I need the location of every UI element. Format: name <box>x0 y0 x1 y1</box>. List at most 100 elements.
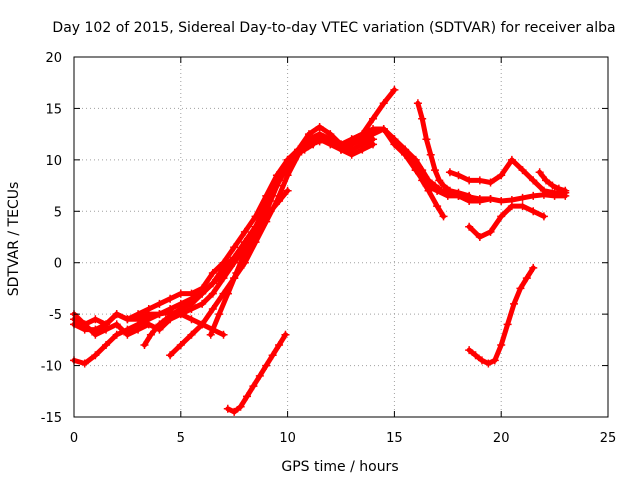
data-point <box>529 263 538 272</box>
data-point <box>155 320 164 329</box>
data-point <box>433 202 442 211</box>
data-point <box>465 346 474 355</box>
plot-frame <box>73 56 609 418</box>
data-point <box>230 407 239 416</box>
data-point <box>91 351 100 360</box>
data-point <box>255 371 264 380</box>
data-point <box>315 122 324 131</box>
data-point <box>484 359 493 368</box>
data-point <box>168 310 177 319</box>
data-point <box>542 176 551 185</box>
data-point <box>176 305 185 313</box>
data-point <box>223 289 232 298</box>
data-point <box>539 186 548 195</box>
data-point <box>112 330 121 339</box>
data-point <box>465 191 474 200</box>
data-point <box>401 150 410 159</box>
data-point <box>518 166 527 175</box>
data-point <box>166 351 175 360</box>
data-point <box>497 171 506 180</box>
data-point <box>535 168 544 177</box>
grid-lines <box>74 57 608 417</box>
data-point <box>550 188 559 197</box>
data-point <box>187 299 196 308</box>
data-point <box>144 315 153 324</box>
data-point <box>539 212 548 221</box>
data-point <box>123 325 132 334</box>
data-point <box>424 186 433 195</box>
data-point <box>475 233 484 241</box>
data-point <box>275 341 284 349</box>
data-point <box>249 382 258 391</box>
data-point <box>255 222 264 231</box>
data-point <box>454 171 463 180</box>
data-point <box>208 269 217 277</box>
data-point <box>518 202 527 211</box>
data-point <box>166 294 175 303</box>
data-point <box>522 274 531 283</box>
data-point <box>112 310 121 319</box>
data-point <box>347 135 356 144</box>
data-point <box>486 178 495 187</box>
data-point <box>486 227 495 236</box>
data-point <box>208 279 217 288</box>
data-point <box>390 135 399 144</box>
data-point <box>497 341 506 349</box>
data-point <box>475 176 484 185</box>
series-trace-16 <box>465 263 538 368</box>
y-tick-label: 5 <box>54 205 62 220</box>
data-point <box>300 145 309 154</box>
data-point <box>418 176 427 185</box>
data-point <box>268 351 277 360</box>
y-tick-label: 10 <box>45 154 62 169</box>
series-line <box>466 203 547 240</box>
data-point <box>134 320 143 329</box>
data-point <box>262 207 271 216</box>
data-point <box>369 125 378 133</box>
data-point <box>465 176 474 185</box>
data-point <box>208 305 217 313</box>
data-point <box>176 341 185 349</box>
data-point <box>379 125 388 133</box>
data-point <box>281 330 290 339</box>
data-point <box>507 202 516 211</box>
data-point <box>486 194 495 203</box>
data-point <box>315 130 324 139</box>
data-point <box>292 150 301 159</box>
series-line <box>142 124 376 348</box>
data-point <box>230 274 239 283</box>
series-trace-13 <box>445 155 570 197</box>
data-point <box>219 330 228 339</box>
series-line <box>415 100 472 199</box>
data-point <box>198 289 207 298</box>
data-point <box>187 315 196 324</box>
tick-marks <box>73 56 609 418</box>
x-tick-label: 0 <box>70 431 78 446</box>
data-point <box>309 140 318 149</box>
data-point <box>490 356 499 365</box>
data-point <box>422 135 431 144</box>
data-point <box>439 181 448 190</box>
series-trace-10 <box>379 125 570 205</box>
data-point <box>475 194 484 203</box>
data-point <box>304 135 313 144</box>
data-point <box>439 212 448 221</box>
data-point <box>497 197 506 205</box>
data-point <box>112 320 121 329</box>
x-tick-label: 20 <box>493 431 510 446</box>
data-point <box>529 176 538 185</box>
data-point <box>283 186 292 195</box>
y-tick-label: -15 <box>41 411 62 426</box>
data-point <box>219 269 228 277</box>
x-tick-label: 25 <box>600 431 617 446</box>
chart-title: Day 102 of 2015, Sidereal Day-to-day VTE… <box>52 20 615 36</box>
data-point <box>510 299 519 308</box>
data-point <box>155 310 164 319</box>
data-point <box>411 161 420 169</box>
data-point <box>249 238 258 247</box>
data-point <box>155 299 164 308</box>
x-tick-label: 5 <box>177 431 185 446</box>
series-trace-12 <box>413 99 474 200</box>
series-trace-1 <box>70 85 399 329</box>
